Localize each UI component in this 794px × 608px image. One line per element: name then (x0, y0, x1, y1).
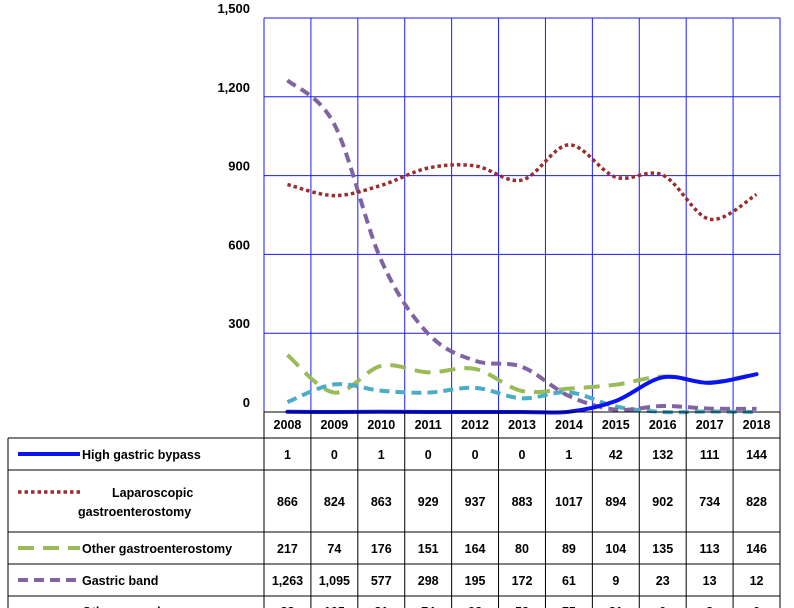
data-label: 0 (472, 448, 479, 462)
x-tick-label: 2018 (743, 418, 771, 432)
data-label: 824 (324, 495, 345, 509)
data-label: 1,095 (319, 574, 350, 588)
data-label: 164 (465, 542, 486, 556)
data-label: 0 (331, 448, 338, 462)
data-label: 81 (374, 605, 388, 608)
data-label: 1 (378, 448, 385, 462)
data-label: 74 (327, 542, 341, 556)
data-label: 111 (700, 448, 720, 462)
grid (263, 17, 781, 413)
data-label: 21 (609, 605, 623, 608)
y-axis-ticks: 0 300 600 900 1,200 1,500 (217, 1, 250, 410)
data-label: 863 (371, 495, 392, 509)
data-label: 42 (609, 448, 623, 462)
data-label: 0 (753, 605, 760, 608)
data-label: 734 (699, 495, 720, 509)
data-label: 80 (515, 542, 529, 556)
x-tick-label: 2015 (602, 418, 630, 432)
data-label: 1017 (555, 495, 583, 509)
x-tick-label: 2016 (649, 418, 677, 432)
legend-label: Gastric band (82, 574, 158, 588)
legend-label: Other procedure (82, 605, 180, 608)
data-label: 172 (512, 574, 533, 588)
y-tick-label: 300 (228, 316, 250, 331)
data-label: 12 (750, 574, 764, 588)
data-label: 52 (515, 605, 529, 608)
data-label: 883 (512, 495, 533, 509)
data-label: 298 (418, 574, 439, 588)
data-label: 113 (700, 542, 720, 556)
x-tick-label: 2014 (555, 418, 583, 432)
series-line-1 (287, 143, 758, 221)
data-label: 132 (652, 448, 673, 462)
x-tick-label: 2008 (274, 418, 302, 432)
legend-label: High gastric bypass (82, 448, 201, 462)
data-label: 1,263 (272, 574, 303, 588)
data-label: 74 (421, 605, 435, 608)
data-label: 577 (371, 574, 392, 588)
data-label: 902 (652, 495, 673, 509)
data-label: 217 (277, 542, 298, 556)
data-label: 92 (468, 605, 482, 608)
data-label: 9 (612, 574, 619, 588)
data-label: 135 (652, 542, 673, 556)
data-label: 1 (565, 448, 572, 462)
data-label: 144 (746, 448, 767, 462)
data-label: 151 (418, 542, 439, 556)
y-tick-label: 1,200 (217, 80, 250, 95)
data-label: 0 (659, 605, 666, 608)
x-tick-label: 2013 (508, 418, 536, 432)
legend-label: Other gastroenterostomy (82, 542, 232, 556)
data-label: 866 (277, 495, 298, 509)
data-label: 828 (746, 495, 767, 509)
x-tick-label: 2010 (367, 418, 395, 432)
data-label: 105 (324, 605, 345, 608)
data-label: 38 (281, 605, 295, 608)
data-label: 146 (746, 542, 767, 556)
data-label: 75 (562, 605, 576, 608)
legend-label: gastroenterostomy (78, 505, 191, 519)
data-label: 23 (656, 574, 670, 588)
series-line-2 (286, 353, 757, 395)
data-label: 13 (703, 574, 717, 588)
legend-label: Laparoscopic (112, 486, 193, 500)
data-label: 929 (418, 495, 439, 509)
y-tick-label: 0 (243, 395, 250, 410)
data-table: 2008 2009 2010 2011 2012 2013 2014 2015 2016 2017… (7, 411, 781, 608)
series-line-3 (286, 78, 757, 412)
data-label: 89 (562, 542, 576, 556)
data-label: 0 (425, 448, 432, 462)
data-label: 894 (605, 495, 626, 509)
x-tick-label: 2009 (320, 418, 348, 432)
x-tick-label: 2011 (415, 418, 442, 432)
data-label: 176 (371, 542, 392, 556)
data-label: 195 (465, 574, 486, 588)
y-tick-label: 1,500 (217, 1, 250, 16)
data-label: 104 (605, 542, 626, 556)
x-tick-label: 2017 (696, 418, 724, 432)
data-label: 61 (562, 574, 576, 588)
data-label: 1 (284, 448, 291, 462)
data-label: 2 (706, 605, 713, 608)
y-tick-label: 600 (228, 237, 250, 252)
series-line-4 (286, 382, 757, 415)
data-label: 937 (465, 495, 486, 509)
y-tick-label: 900 (228, 159, 250, 174)
data-label: 0 (519, 448, 526, 462)
x-tick-label: 2012 (461, 418, 489, 432)
